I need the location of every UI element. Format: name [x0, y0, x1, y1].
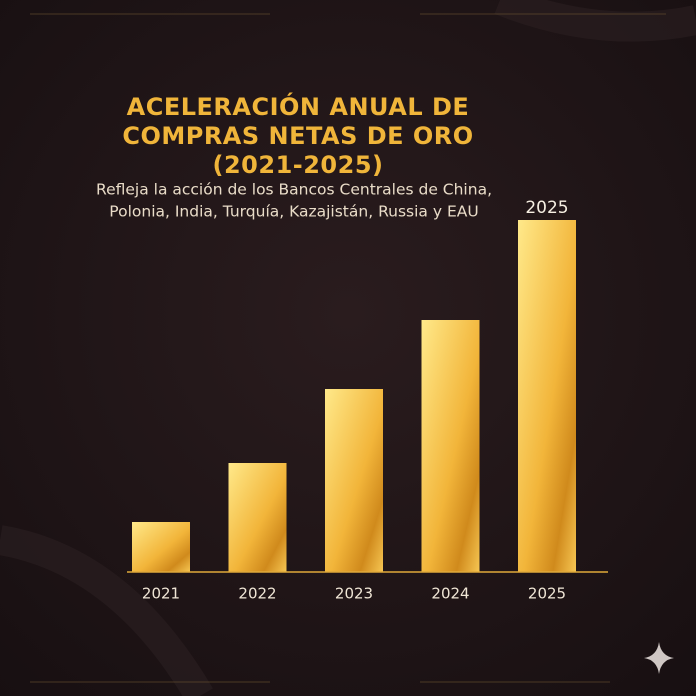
- sparkle-icon: [644, 642, 674, 674]
- x-tick-label: 2024: [431, 585, 469, 603]
- bar: [325, 389, 383, 572]
- x-tick-label: 2023: [335, 585, 373, 603]
- x-tick-label: 2022: [238, 585, 276, 603]
- chart-subtitle: Polonia, India, Turquía, Kazajistán, Rus…: [109, 203, 478, 221]
- x-tick-label: 2021: [142, 585, 180, 603]
- annotation: 2025: [525, 198, 568, 218]
- decor: [494, 0, 696, 42]
- bar: [518, 220, 576, 572]
- chart-title: COMPRAS NETAS DE ORO: [122, 122, 473, 150]
- chart-subtitle: Refleja la acción de los Bancos Centrale…: [96, 181, 492, 199]
- decor: [0, 525, 213, 696]
- x-tick-label: 2025: [528, 585, 566, 603]
- chart-title: (2021-2025): [213, 151, 384, 179]
- bar: [228, 463, 287, 572]
- chart-title: ACELERACIÓN ANUAL DE: [127, 91, 470, 121]
- bar: [421, 320, 480, 572]
- bar: [132, 522, 190, 572]
